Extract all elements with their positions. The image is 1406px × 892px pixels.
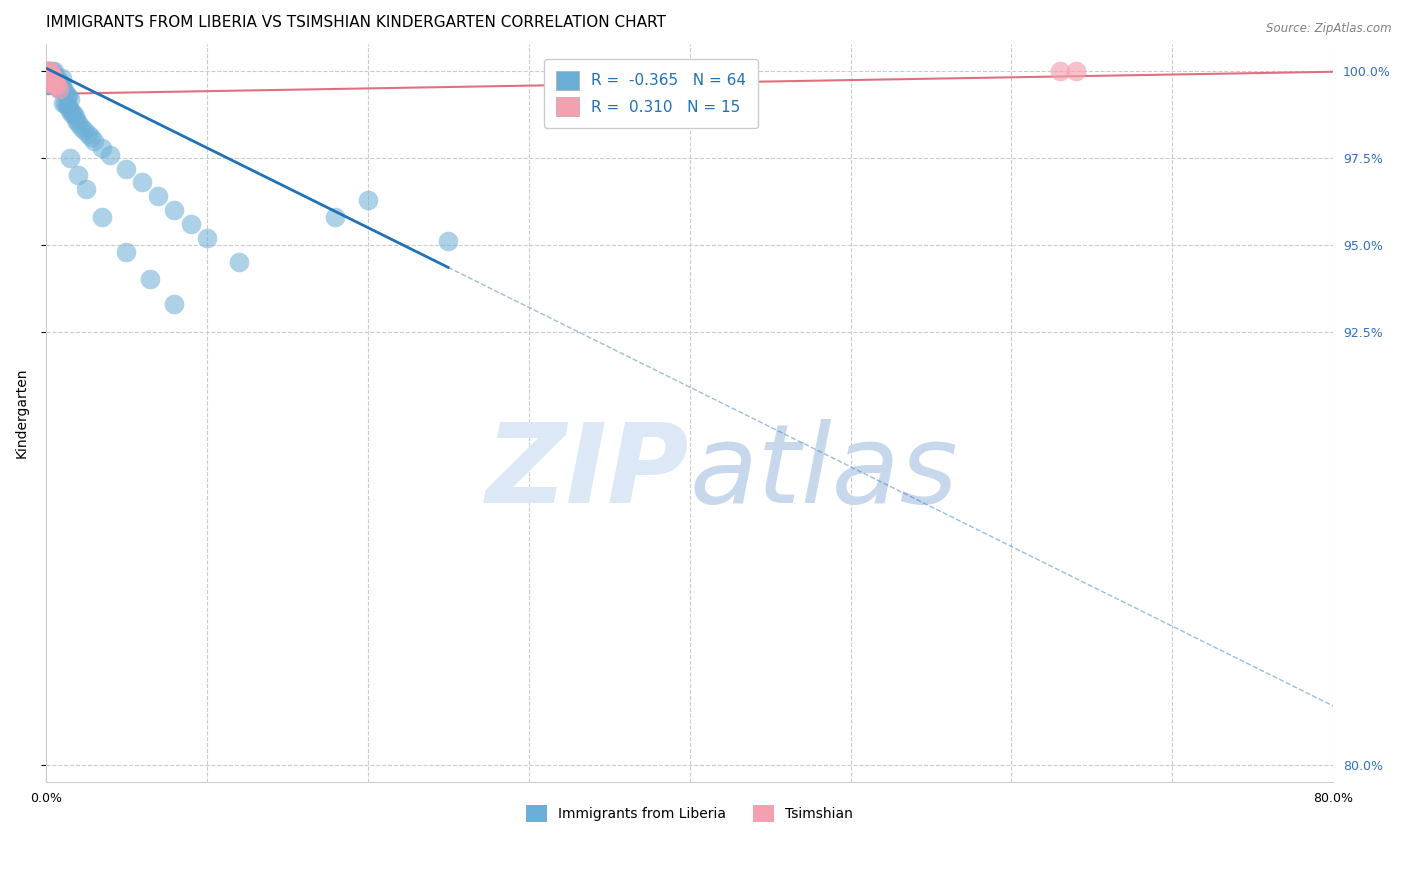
Text: ZIP: ZIP (486, 418, 689, 525)
Point (39, 75, 62, 89)
Point (38, 78, 60, 93)
Point (37, 64, 59, 78)
Point (45, 78, 67, 93)
Point (48, 81, 70, 95)
Point (52, 95, 75, 110)
Point (65, 112, 87, 127)
Point (58, 99, 80, 113)
Point (38, 68, 60, 82)
Point (45, 71, 67, 86)
Point (41, 68, 63, 82)
Point (75, 182, 97, 196)
Point (52, 81, 75, 95)
Point (48, 75, 70, 89)
Point (83, 134, 105, 148)
Text: IMMIGRANTS FROM LIBERIA VS TSIMSHIAN KINDERGARTEN CORRELATION CHART: IMMIGRANTS FROM LIBERIA VS TSIMSHIAN KIN… (45, 15, 665, 30)
Point (131, 175, 153, 189)
Point (42, 68, 65, 82)
Point (91, 210, 114, 224)
Point (45, 78, 67, 93)
Point (49, 75, 72, 89)
Point (115, 161, 138, 176)
Point (37, 68, 59, 82)
Point (55, 88, 77, 103)
Point (51, 71, 73, 86)
Point (115, 244, 138, 259)
Point (38, 71, 60, 86)
Point (98, 147, 121, 161)
Point (59, 151, 82, 165)
Point (44, 71, 66, 86)
Point (42, 64, 65, 78)
Point (41, 68, 63, 82)
Point (163, 297, 186, 311)
Point (37, 64, 59, 78)
Point (195, 231, 218, 245)
Point (63, 110, 86, 124)
Point (76, 127, 98, 141)
Point (42, 78, 65, 93)
Point (91, 141, 114, 155)
Point (39, 75, 62, 89)
Point (37, 78, 59, 93)
Text: Source: ZipAtlas.com: Source: ZipAtlas.com (1267, 22, 1392, 36)
Point (139, 272, 162, 286)
Point (1049, 64, 1071, 78)
Point (180, 217, 202, 231)
Point (53, 85, 76, 99)
Point (228, 255, 250, 269)
Point (37, 71, 59, 86)
Point (39, 68, 62, 82)
Point (41, 75, 63, 89)
Point (39, 64, 62, 78)
Point (38, 64, 60, 78)
Point (42, 71, 65, 86)
Point (80, 130, 103, 145)
Point (163, 203, 186, 218)
Point (55, 99, 77, 113)
Point (59, 103, 82, 117)
Point (58, 88, 80, 103)
Point (356, 193, 378, 207)
Point (70, 120, 93, 134)
Point (325, 210, 347, 224)
Text: atlas: atlas (689, 418, 957, 525)
Point (44, 75, 66, 89)
Point (37, 68, 59, 82)
Point (49, 81, 72, 95)
Point (38, 71, 60, 86)
Point (38, 64, 60, 78)
Point (66, 116, 89, 130)
Point (66, 169, 89, 183)
Legend: Immigrants from Liberia, Tsimshian: Immigrants from Liberia, Tsimshian (520, 799, 859, 827)
Point (60, 106, 83, 120)
Point (51, 78, 73, 93)
Point (59, 92, 82, 106)
Point (44, 78, 66, 93)
Y-axis label: Kindergarten: Kindergarten (15, 368, 30, 458)
Point (62, 106, 84, 120)
Point (41, 64, 63, 78)
Point (73, 123, 96, 137)
Point (437, 235, 460, 249)
Point (48, 81, 70, 95)
Point (39, 64, 62, 78)
Point (148, 189, 170, 203)
Point (53, 95, 76, 110)
Point (1064, 64, 1087, 78)
